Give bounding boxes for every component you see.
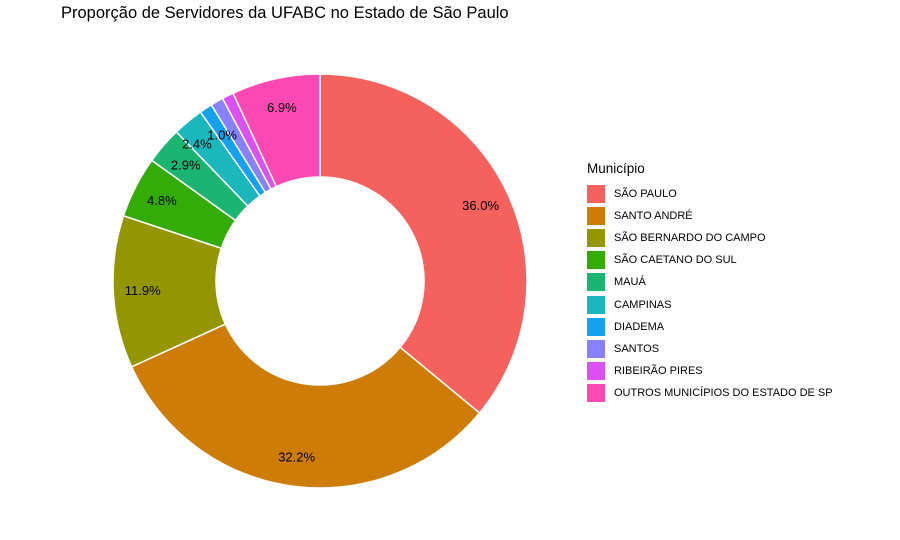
- slice-percent-label: 6.9%: [267, 100, 297, 115]
- legend-label: SANTOS: [614, 342, 660, 355]
- legend-label: OUTROS MUNICÍPIOS DO ESTADO DE SP: [614, 386, 833, 399]
- legend-color-key: [587, 383, 605, 402]
- legend-label: DIADEMA: [614, 320, 665, 333]
- slice-percent-label: 1.0%: [207, 127, 237, 142]
- legend-label: MAUÁ: [614, 276, 646, 289]
- slice-percent-label: 32.2%: [278, 449, 315, 464]
- slice-percent-label: 2.9%: [171, 157, 201, 172]
- legend-color-key: [587, 229, 605, 248]
- legend-color-key: [587, 361, 605, 380]
- legend-label: CAMPINAS: [614, 298, 672, 311]
- legend-item: SANTO ANDRÉ: [587, 205, 833, 227]
- slice-percent-label: 36.0%: [462, 198, 499, 213]
- legend: Município SÃO PAULO SANTO ANDRÉ SÃO BERNAR…: [587, 161, 833, 404]
- donut-slice: [319, 73, 528, 415]
- legend-label: SÃO CAETANO DO SUL: [614, 254, 737, 267]
- donut-slice: [130, 323, 481, 489]
- legend-item: SÃO PAULO: [587, 183, 833, 205]
- legend-item: DIADEMA: [587, 316, 833, 338]
- legend-label: SANTO ANDRÉ: [614, 210, 693, 223]
- donut-slice: [232, 73, 321, 188]
- legend-item: OUTROS MUNICÍPIOS DO ESTADO DE SP: [587, 382, 833, 404]
- legend-color-key: [587, 251, 605, 270]
- legend-label: SÃO PAULO: [614, 188, 677, 201]
- slice-percent-label: 11.9%: [125, 283, 161, 298]
- slice-percent-label: 2.4%: [182, 137, 212, 152]
- legend-item: RIBEIRÃO PIRES: [587, 360, 833, 382]
- legend-label: RIBEIRÃO PIRES: [614, 364, 703, 377]
- legend-items: SÃO PAULO SANTO ANDRÉ SÃO BERNARDO DO CAMP…: [587, 183, 833, 404]
- legend-color-key: [587, 185, 605, 204]
- legend-item: MAUÁ: [587, 271, 833, 293]
- slice-percent-label: 4.8%: [147, 193, 177, 208]
- chart-title: Proporção de Servidores da UFABC no Esta…: [61, 4, 509, 22]
- legend-item: CAMPINAS: [587, 293, 833, 315]
- legend-title: Município: [587, 161, 645, 176]
- legend-label: SÃO BERNARDO DO CAMPO: [614, 232, 766, 245]
- legend-color-key: [587, 273, 605, 292]
- legend-color-key: [587, 295, 605, 314]
- legend-item: SANTOS: [587, 338, 833, 360]
- legend-color-key: [587, 317, 605, 336]
- legend-item: SÃO CAETANO DO SUL: [587, 249, 833, 271]
- legend-color-key: [587, 207, 605, 226]
- legend-color-key: [587, 339, 605, 358]
- legend-item: SÃO BERNARDO DO CAMPO: [587, 227, 833, 249]
